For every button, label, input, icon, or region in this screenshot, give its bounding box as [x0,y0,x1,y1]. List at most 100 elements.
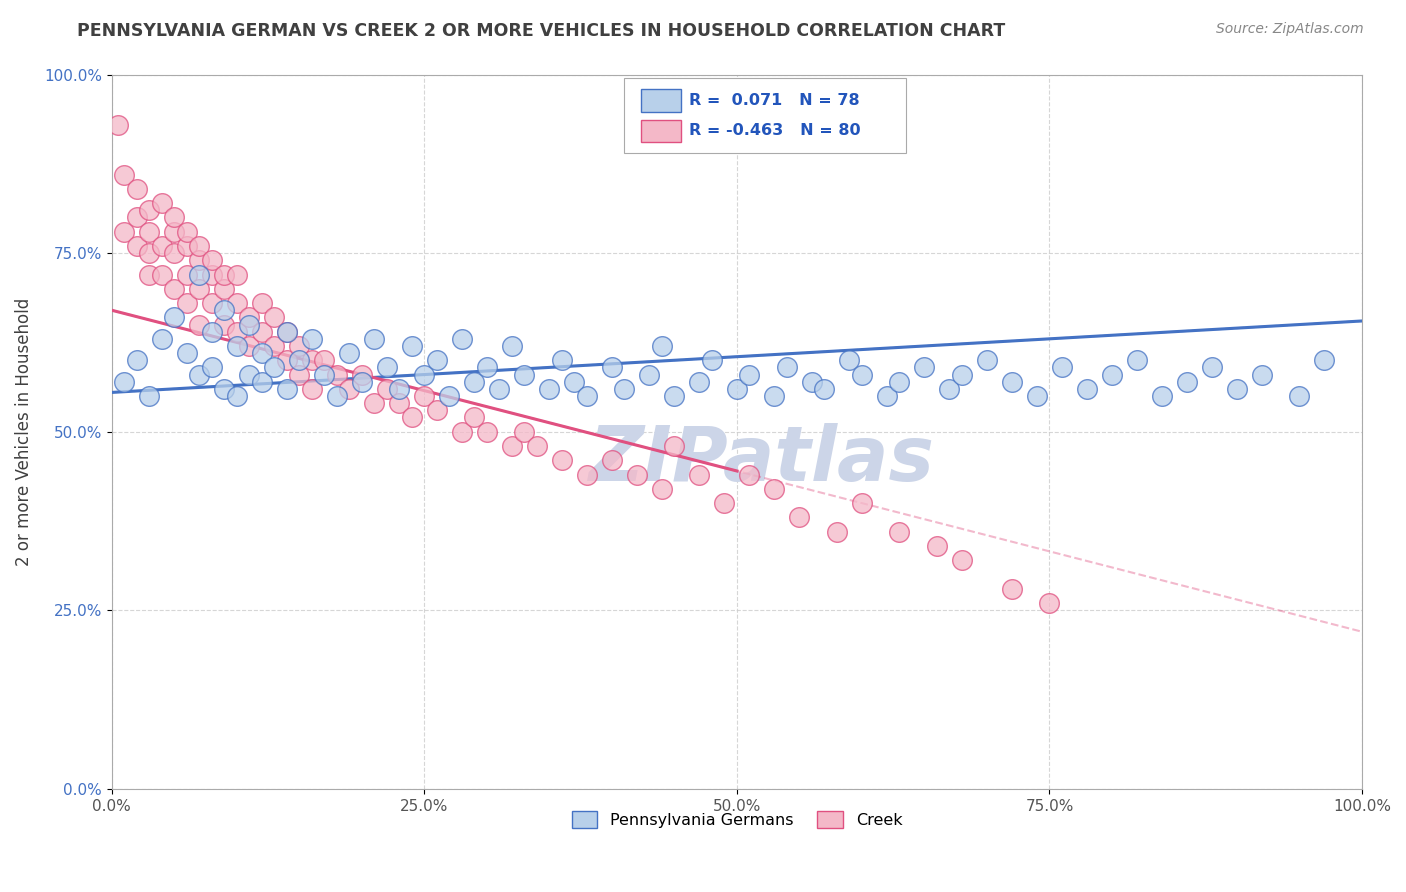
Point [551,453,574,467]
Point [1101,368,1123,382]
Point [401,339,423,353]
Point [125,353,148,368]
Point [1126,353,1149,368]
Point [1050,360,1073,375]
Point [1313,353,1336,368]
Point [501,339,523,353]
Point [688,467,710,482]
Point [1150,389,1173,403]
Point [776,360,799,375]
Point [664,389,686,403]
Point [288,368,311,382]
Point [725,382,748,396]
Point [163,225,186,239]
Point [1226,382,1249,396]
Point [138,268,160,282]
Point [214,382,236,396]
Point [463,410,485,425]
Point [163,282,186,296]
Point [838,353,860,368]
Point [314,353,336,368]
Point [388,382,411,396]
Point [413,368,436,382]
Point [188,239,211,253]
Point [1001,375,1024,389]
Point [112,375,135,389]
Point [176,296,198,310]
Point [363,396,385,410]
Point [201,360,224,375]
Point [475,360,498,375]
Point [125,239,148,253]
Point [112,168,135,182]
Point [250,346,273,360]
Point [513,368,536,382]
Point [375,360,398,375]
Point [475,425,498,439]
Point [876,389,898,403]
Point [125,211,148,225]
Y-axis label: 2 or more Vehicles in Household: 2 or more Vehicles in Household [15,298,32,566]
Point [276,353,298,368]
Point [150,196,173,211]
Point [112,225,135,239]
Point [789,510,811,524]
Point [163,246,186,260]
Point [388,396,411,410]
Point [912,360,935,375]
Point [626,467,648,482]
Text: R =  0.071   N = 78: R = 0.071 N = 78 [689,93,860,108]
Point [538,382,561,396]
Point [250,325,273,339]
Point [250,296,273,310]
Point [1038,596,1060,610]
Point [214,318,236,332]
Point [651,339,673,353]
Text: Source: ZipAtlas.com: Source: ZipAtlas.com [1216,22,1364,37]
Point [301,382,323,396]
Point [413,389,436,403]
Point [314,368,336,382]
Point [263,310,285,325]
Point [225,268,247,282]
Point [326,368,349,382]
Point [225,339,247,353]
Point [1288,389,1310,403]
Point [600,453,623,467]
Point [426,403,449,417]
Point [188,318,211,332]
Point [138,246,160,260]
Point [501,439,523,453]
Point [263,339,285,353]
Point [813,382,835,396]
FancyBboxPatch shape [624,78,905,153]
Text: R = -0.463   N = 80: R = -0.463 N = 80 [689,123,860,138]
Point [201,325,224,339]
Point [700,353,723,368]
Point [337,382,360,396]
Point [401,410,423,425]
Point [375,382,398,396]
Point [238,310,260,325]
Point [1001,582,1024,596]
Point [439,389,461,403]
Point [337,346,360,360]
Point [889,375,911,389]
Point [188,268,211,282]
Point [950,368,973,382]
Point [575,467,598,482]
Point [950,553,973,567]
Point [326,389,349,403]
Point [176,239,198,253]
Point [1026,389,1049,403]
Point [276,325,298,339]
Point [263,360,285,375]
Point [250,375,273,389]
Point [214,282,236,296]
Point [201,268,224,282]
Point [526,439,548,453]
Point [513,425,536,439]
Point [225,325,247,339]
Point [176,346,198,360]
FancyBboxPatch shape [641,89,681,112]
